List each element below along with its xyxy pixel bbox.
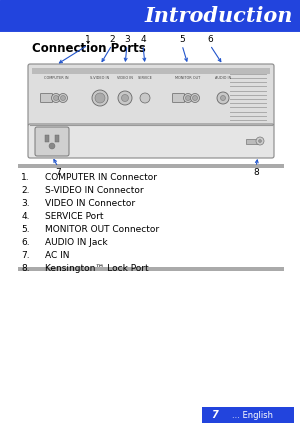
Circle shape	[217, 92, 229, 104]
Circle shape	[118, 91, 132, 105]
Text: 7: 7	[55, 168, 61, 177]
Text: Connection Ports: Connection Ports	[32, 41, 146, 55]
Circle shape	[184, 93, 193, 103]
Text: 2.: 2.	[22, 186, 30, 195]
Circle shape	[49, 143, 55, 149]
Bar	[18, 164, 284, 168]
FancyBboxPatch shape	[35, 127, 69, 156]
Text: AUDIO IN Jack: AUDIO IN Jack	[45, 238, 108, 247]
Bar	[32, 68, 270, 74]
Circle shape	[220, 95, 226, 101]
Circle shape	[95, 93, 105, 103]
FancyBboxPatch shape	[40, 93, 52, 103]
Text: 2: 2	[109, 35, 115, 44]
Text: 3: 3	[124, 35, 130, 44]
Text: 3.: 3.	[21, 199, 30, 208]
Circle shape	[256, 137, 264, 145]
Circle shape	[52, 93, 61, 103]
Circle shape	[185, 95, 190, 101]
Text: MONITOR OUT: MONITOR OUT	[176, 76, 201, 80]
Text: 6: 6	[207, 35, 213, 44]
Bar	[246, 139, 258, 144]
Text: 8.: 8.	[21, 264, 30, 273]
Text: VIDEO IN: VIDEO IN	[117, 76, 133, 80]
Text: 4: 4	[140, 35, 146, 44]
FancyBboxPatch shape	[28, 64, 274, 126]
Bar	[18, 267, 284, 271]
Circle shape	[122, 95, 128, 101]
Text: 1.: 1.	[21, 173, 30, 182]
Text: ... English: ... English	[232, 411, 273, 420]
Circle shape	[259, 139, 262, 143]
Text: MONITOR OUT Connector: MONITOR OUT Connector	[45, 225, 159, 234]
Text: 4.: 4.	[22, 212, 30, 221]
Text: AC IN: AC IN	[45, 251, 70, 260]
Text: S-VIDEO IN Connector: S-VIDEO IN Connector	[45, 186, 144, 195]
Text: 7: 7	[212, 410, 218, 420]
Text: 1: 1	[85, 35, 91, 44]
FancyBboxPatch shape	[28, 124, 274, 158]
Circle shape	[58, 93, 68, 103]
Text: 5: 5	[179, 35, 185, 44]
Bar	[202, 407, 294, 423]
Circle shape	[61, 95, 65, 101]
Circle shape	[190, 93, 200, 103]
Text: COMPUTER IN Connector: COMPUTER IN Connector	[45, 173, 157, 182]
Text: 5.: 5.	[21, 225, 30, 234]
Circle shape	[140, 93, 150, 103]
Text: 6.: 6.	[21, 238, 30, 247]
Bar	[0, 0, 300, 32]
Text: SERVICE Port: SERVICE Port	[45, 212, 104, 221]
Text: VIDEO IN Connector: VIDEO IN Connector	[45, 199, 135, 208]
FancyBboxPatch shape	[172, 93, 184, 103]
Text: COMPUTER IN: COMPUTER IN	[44, 76, 68, 80]
Circle shape	[92, 90, 108, 106]
Text: S-VIDEO IN: S-VIDEO IN	[90, 76, 110, 80]
Text: Introduction: Introduction	[145, 6, 293, 26]
Text: 8: 8	[253, 168, 259, 177]
Bar	[45, 135, 49, 142]
Text: 7.: 7.	[21, 251, 30, 260]
Text: AUDIO IN: AUDIO IN	[215, 76, 231, 80]
Text: Kensington™ Lock Port: Kensington™ Lock Port	[45, 264, 148, 273]
Circle shape	[193, 95, 197, 101]
Bar	[55, 135, 59, 142]
Text: SERVICE: SERVICE	[138, 76, 152, 80]
Circle shape	[53, 95, 58, 101]
